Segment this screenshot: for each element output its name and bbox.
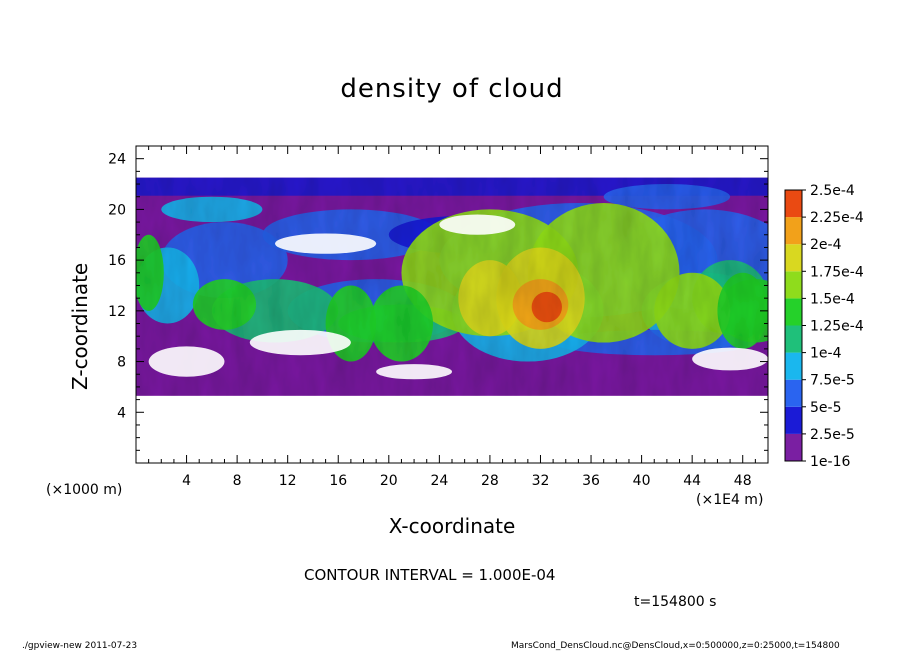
y-tick-label: 12 [108, 304, 126, 320]
colorbar-label: 1e-16 [810, 454, 850, 470]
x-tick-label: 40 [633, 473, 651, 489]
field-core [369, 285, 434, 362]
field-core [531, 291, 562, 323]
colorbar-label: 1.5e-4 [810, 291, 855, 307]
x-tick-label: 24 [430, 473, 448, 489]
colorbar-segment [785, 325, 802, 353]
field-core [192, 279, 257, 330]
colorbar-label: 1.25e-4 [810, 319, 864, 335]
x-tick-label: 44 [683, 473, 701, 489]
colorbar-segment [785, 406, 802, 434]
colorbar: 1e-16 2.5e-5 5e-5 7.5e-5 1e-4 1.25e-4 1.5e-4 1.… [784, 183, 864, 470]
field-blob [161, 196, 263, 223]
footer-right-text: MarsCond_DensCloud.nc@DensCloud,x=0:5000… [511, 641, 840, 651]
colorbar-segment [785, 379, 802, 407]
y-axis-label: Z-coordinate [68, 262, 92, 390]
y-tick-label: 16 [108, 253, 126, 269]
colorbar-label: 2.25e-4 [810, 210, 864, 226]
x-axis-label: X-coordinate [388, 514, 516, 538]
field-core [654, 272, 731, 349]
x-tick-label: 32 [532, 473, 550, 489]
field-core [717, 272, 768, 349]
colorbar-segment [785, 190, 802, 218]
colorbar-label: 2.5e-5 [810, 427, 855, 443]
clear-air-gap [275, 233, 377, 254]
y-tick-label: 24 [108, 152, 126, 168]
colorbar-label: 1e-4 [810, 346, 842, 362]
colorbar-label: 5e-5 [810, 400, 841, 416]
clear-air-gap [692, 347, 768, 371]
x-tick-label: 4 [182, 473, 191, 489]
y-tick-label: 20 [108, 202, 126, 218]
field-core [458, 260, 522, 337]
x-scale-label: (×1E4 m) [696, 492, 764, 508]
x-tick-label: 36 [582, 473, 600, 489]
x-tick-label: 48 [734, 473, 752, 489]
colorbar-segment [785, 433, 802, 461]
colorbar-segment [785, 271, 802, 299]
x-tick-label: 12 [279, 473, 297, 489]
x-tick-label: 8 [233, 473, 242, 489]
chart-title: density of cloud [340, 74, 564, 104]
field-blob [603, 184, 731, 210]
contour-interval-text: CONTOUR INTERVAL = 1.000E-04 [304, 566, 556, 584]
clear-air-gap [439, 214, 516, 235]
density-field [136, 177, 768, 396]
field-core [136, 234, 164, 311]
clear-air-gap [376, 364, 452, 380]
x-tick-label: 28 [481, 473, 499, 489]
colorbar-label: 2.5e-4 [810, 183, 855, 199]
colorbar-label: 2e-4 [810, 237, 842, 253]
clear-air-gap [249, 329, 351, 356]
x-tick-label: 20 [380, 473, 398, 489]
y-tick-label: 4 [117, 405, 126, 421]
colorbar-segment [785, 244, 802, 272]
x-unit-label: (×1000 m) [46, 482, 123, 498]
colorbar-label: 7.5e-5 [810, 373, 855, 389]
colorbar-segment [785, 352, 802, 380]
footer-left-text: ./gpview-new 2011-07-23 [22, 641, 138, 651]
colorbar-label: 1.75e-4 [810, 264, 864, 280]
x-tick-label: 16 [329, 473, 347, 489]
colorbar-segment [785, 217, 802, 245]
clear-air-gap [148, 346, 225, 377]
time-text: t=154800 s [634, 594, 717, 610]
y-tick-label: 8 [117, 355, 126, 371]
colorbar-segment [785, 298, 802, 326]
